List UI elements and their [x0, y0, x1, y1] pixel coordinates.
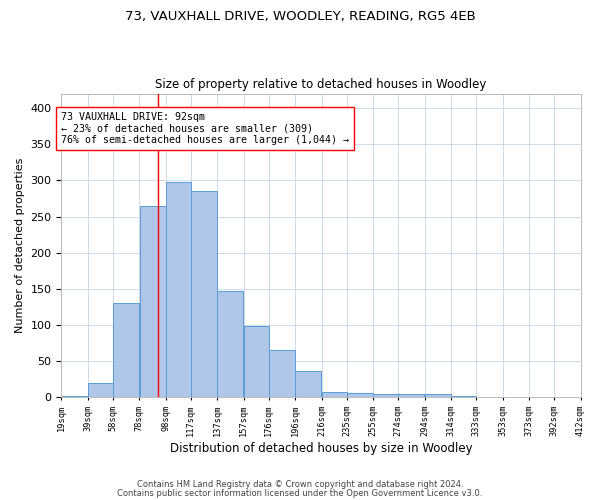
Text: 73 VAUXHALL DRIVE: 92sqm
← 23% of detached houses are smaller (309)
76% of semi-: 73 VAUXHALL DRIVE: 92sqm ← 23% of detach… — [61, 112, 349, 145]
Bar — [191, 191, 217, 398]
Bar — [347, 393, 373, 398]
Title: Size of property relative to detached houses in Woodley: Size of property relative to detached ho… — [155, 78, 487, 91]
Y-axis label: Number of detached properties: Number of detached properties — [15, 158, 25, 333]
Bar — [322, 392, 347, 398]
Bar — [217, 291, 244, 398]
Bar — [88, 383, 113, 398]
Bar — [140, 206, 166, 398]
Bar — [166, 182, 191, 398]
Bar — [425, 394, 451, 398]
Bar — [373, 394, 398, 398]
Bar — [244, 326, 269, 398]
Bar — [62, 396, 88, 398]
X-axis label: Distribution of detached houses by size in Woodley: Distribution of detached houses by size … — [170, 442, 472, 455]
Bar — [113, 304, 139, 398]
Text: Contains public sector information licensed under the Open Government Licence v3: Contains public sector information licen… — [118, 488, 482, 498]
Bar — [451, 396, 476, 398]
Bar — [269, 350, 295, 398]
Text: 73, VAUXHALL DRIVE, WOODLEY, READING, RG5 4EB: 73, VAUXHALL DRIVE, WOODLEY, READING, RG… — [125, 10, 475, 23]
Bar — [554, 396, 580, 398]
Bar — [398, 394, 424, 398]
Bar — [295, 370, 322, 398]
Text: Contains HM Land Registry data © Crown copyright and database right 2024.: Contains HM Land Registry data © Crown c… — [137, 480, 463, 489]
